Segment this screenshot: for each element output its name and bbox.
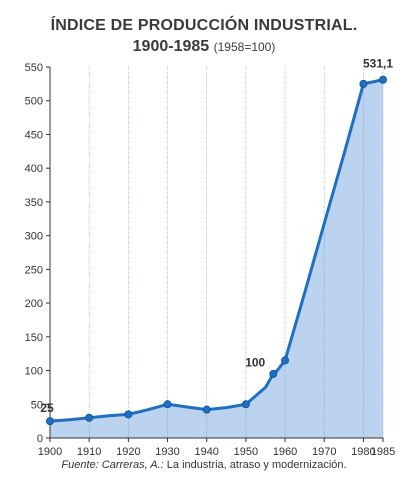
y-tick-label: 100 xyxy=(25,366,43,378)
x-tick-label: 1980 xyxy=(351,446,375,458)
y-tick-label: 200 xyxy=(25,298,43,310)
chart-title: ÍNDICE DE PRODUCCIÓN INDUSTRIAL. xyxy=(50,17,358,34)
data-point xyxy=(281,356,290,365)
x-tick-label: 1940 xyxy=(194,446,218,458)
x-tick-label: 1950 xyxy=(234,446,258,458)
series-line xyxy=(48,78,385,423)
x-tick-label: 1985 xyxy=(371,446,395,458)
data-point xyxy=(269,369,278,378)
data-point xyxy=(241,400,250,409)
data-label: 531,1 xyxy=(363,57,393,71)
y-tick-label: 400 xyxy=(25,163,43,175)
source-work: La industria, atraso y modernización. xyxy=(166,459,347,471)
source-author: Fuente: Carreras, A.: xyxy=(61,459,164,471)
series-area xyxy=(50,79,383,439)
data-point xyxy=(46,417,55,426)
y-tick-label: 550 xyxy=(25,62,43,74)
y-tick-label: 0 xyxy=(37,433,43,445)
subtitle-years: 1900-1985 xyxy=(132,38,210,55)
source-note: Fuente: Carreras, A.: La industria, atra… xyxy=(0,459,408,471)
y-tick-label: 150 xyxy=(25,332,43,344)
data-point xyxy=(202,405,211,414)
x-tick-label: 1970 xyxy=(312,446,336,458)
data-point xyxy=(124,410,133,419)
y-tick-label: 300 xyxy=(25,231,43,243)
x-tick-label: 1910 xyxy=(77,446,101,458)
data-label: 25 xyxy=(40,401,54,415)
y-tick-label: 50 xyxy=(31,399,43,411)
x-tick-label: 1960 xyxy=(273,446,297,458)
data-point xyxy=(85,413,94,422)
data-point xyxy=(163,400,172,409)
y-tick-label: 500 xyxy=(25,96,43,108)
chart-subtitle: 1900-1985 (1958=100) xyxy=(0,38,408,56)
chart-area: 0 50 100 150 200 250 300 350 400 450 500 550 1900 191… xyxy=(25,57,396,458)
data-label: 100 xyxy=(245,356,265,370)
x-tick-label: 1920 xyxy=(116,446,140,458)
x-tick-label: 1930 xyxy=(155,446,179,458)
data-point xyxy=(378,75,387,84)
subtitle-base: (1958=100) xyxy=(213,40,276,54)
y-tick-label: 250 xyxy=(25,264,43,276)
y-tick-label: 350 xyxy=(25,197,43,209)
data-point xyxy=(359,79,368,88)
x-tick-label: 1900 xyxy=(38,446,62,458)
y-tick-label: 450 xyxy=(25,129,43,141)
